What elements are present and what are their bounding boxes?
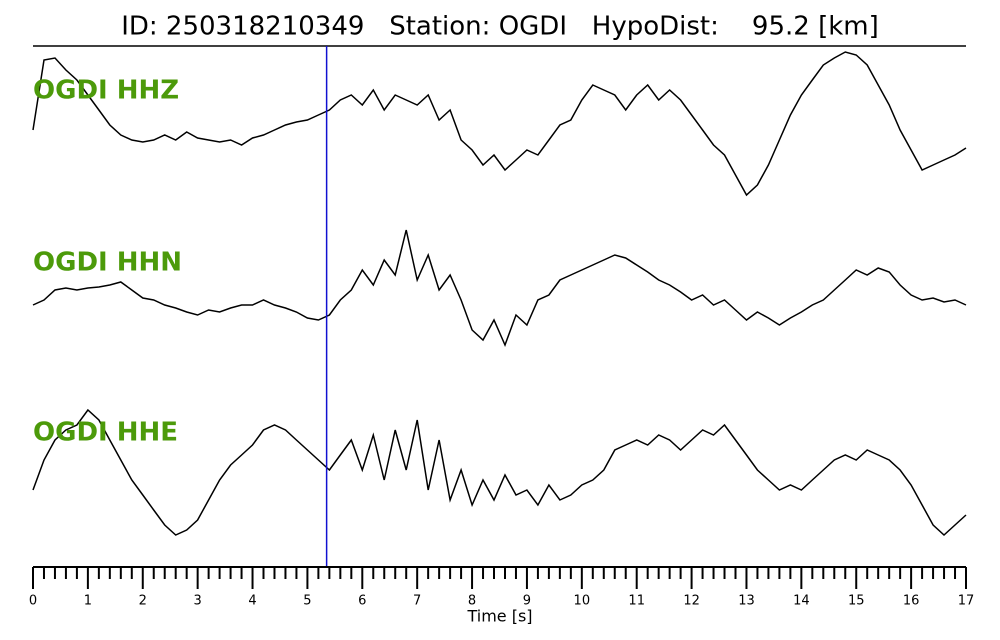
waveform <box>32 229 967 348</box>
x-tick-label: 5 <box>303 594 311 609</box>
x-tick-label: 7 <box>413 594 421 609</box>
x-axis-label: Time [s] <box>466 607 532 626</box>
x-tick-label: 3 <box>194 594 202 609</box>
x-tick-label: 14 <box>793 594 810 609</box>
waveform <box>32 51 967 197</box>
waveform <box>32 408 967 537</box>
trace-label: OGDI HHZ <box>33 76 179 106</box>
x-tick-label: 12 <box>683 594 700 609</box>
x-tick-label: 2 <box>139 594 147 609</box>
x-tick-label: 11 <box>628 594 645 609</box>
x-tick-label: 15 <box>848 594 865 609</box>
x-tick-label: 1 <box>84 594 92 609</box>
x-tick-label: 4 <box>248 594 256 609</box>
x-tick-label: 8 <box>468 594 476 609</box>
x-tick-label: 16 <box>903 594 920 609</box>
x-tick-label: 17 <box>958 594 975 609</box>
trace-label: OGDI HHE <box>33 418 178 448</box>
chart-title: ID: 250318210349 Station: OGDI HypoDist:… <box>121 12 879 42</box>
x-tick-label: 10 <box>574 594 591 609</box>
x-tick-label: 13 <box>738 594 755 609</box>
trace-label: OGDI HHN <box>33 248 182 278</box>
x-tick-label: 6 <box>358 594 366 609</box>
x-tick-label: 0 <box>29 594 37 609</box>
x-tick-label: 9 <box>523 594 531 609</box>
